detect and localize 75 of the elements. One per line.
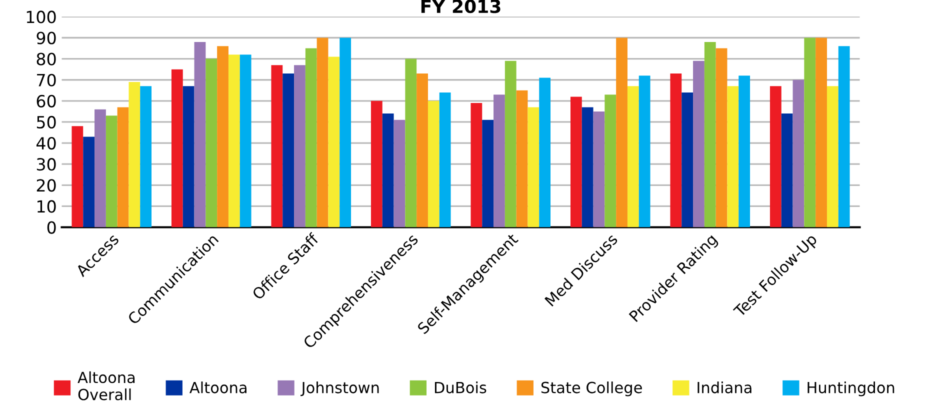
- bar: [194, 42, 206, 228]
- bar: [704, 42, 716, 228]
- bar: [593, 111, 605, 228]
- bar: [494, 94, 505, 228]
- y-tick-label: 0: [47, 221, 56, 234]
- y-tick-label: 60: [36, 94, 56, 108]
- bar: [106, 116, 118, 228]
- bar: [171, 69, 183, 228]
- y-tick-label: 50: [36, 116, 56, 129]
- bar: [94, 109, 106, 228]
- bar: [826, 86, 838, 228]
- bar: [182, 86, 194, 228]
- bar: [217, 46, 228, 228]
- bar: [83, 136, 95, 228]
- bar: [604, 94, 616, 228]
- y-tick-label: 80: [36, 52, 56, 66]
- bar: [838, 46, 850, 228]
- bar: [738, 76, 750, 228]
- bar: [582, 107, 594, 228]
- bar: [482, 120, 494, 228]
- bar: [271, 65, 283, 228]
- bar: [682, 92, 694, 228]
- bar: [570, 96, 582, 228]
- bar: [627, 86, 639, 228]
- legend-label: Altoona Overall: [78, 371, 135, 400]
- bar: [816, 38, 827, 228]
- legend-label: Huntingdon: [808, 382, 894, 396]
- y-tick-label: 70: [37, 74, 56, 86]
- bar: [294, 65, 306, 228]
- chart-title: FY 2013: [421, 0, 500, 14]
- bar: [140, 86, 152, 228]
- bar: [305, 48, 317, 228]
- y-tick-label: 30: [36, 158, 56, 171]
- bar: [670, 74, 682, 228]
- bar: [428, 100, 440, 228]
- bar: [240, 54, 252, 228]
- bar: [770, 86, 782, 228]
- bar: [228, 54, 240, 228]
- bar: [382, 114, 394, 228]
- bar: [638, 76, 650, 228]
- legend-label: DuBois: [434, 382, 486, 394]
- bar: [405, 58, 417, 228]
- y-tick-label: 40: [36, 136, 56, 150]
- bar: [716, 48, 728, 228]
- y-tick-label: 90: [36, 32, 56, 44]
- bar: [328, 56, 340, 228]
- bar: [516, 90, 528, 228]
- bar: [316, 38, 328, 228]
- bar: [370, 100, 382, 228]
- legend-label: Indiana: [698, 382, 752, 394]
- legend-label: State College: [541, 382, 642, 396]
- bar: [792, 80, 804, 228]
- bar: [727, 86, 739, 228]
- bar: [616, 38, 628, 228]
- bar: [394, 120, 406, 228]
- bar: [72, 126, 84, 228]
- legend-label: Johnstown: [300, 382, 379, 396]
- y-tick-label: 100: [26, 10, 56, 24]
- bar: [439, 92, 451, 228]
- bar: [282, 74, 294, 228]
- bar: [804, 38, 816, 228]
- bar: [693, 60, 704, 228]
- bar: [340, 38, 352, 228]
- bar: [470, 103, 482, 228]
- y-tick-label: 20: [36, 179, 56, 192]
- bar: [128, 82, 140, 228]
- legend-label: Altoona: [190, 382, 246, 394]
- bar: [206, 58, 218, 228]
- bar: [539, 78, 551, 228]
- bar: [781, 114, 793, 228]
- bar: [416, 74, 428, 228]
- bar: [117, 107, 129, 228]
- y-tick-label: 10: [38, 200, 56, 213]
- bar: [504, 60, 516, 228]
- bar: [528, 107, 540, 228]
